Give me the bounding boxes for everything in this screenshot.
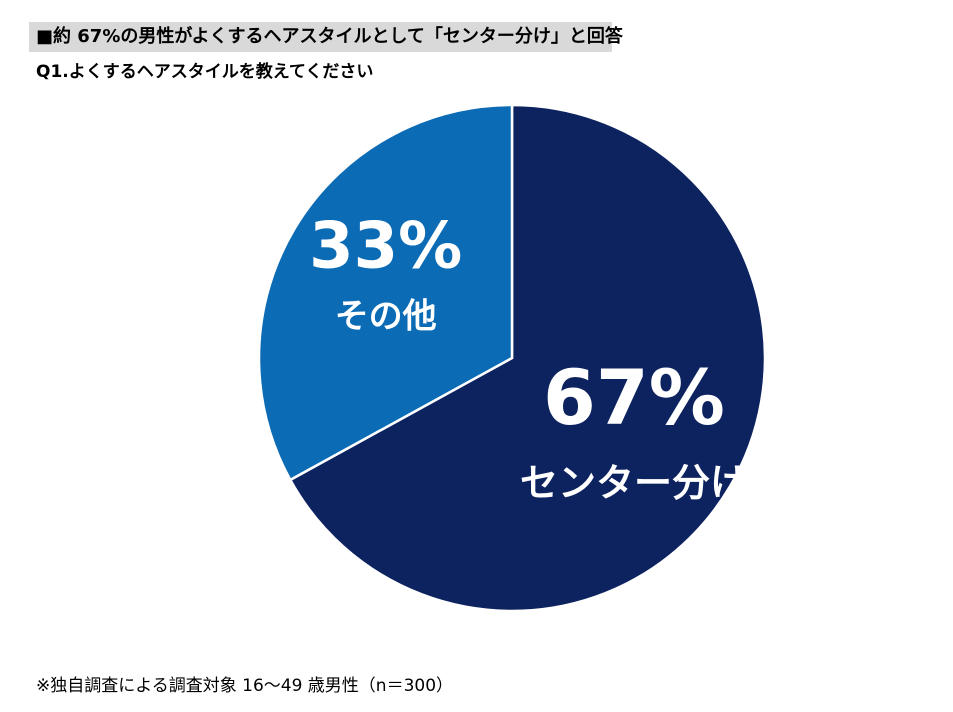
pie-slice-2	[257, 103, 514, 482]
slice-value-label-2: 33%	[309, 209, 462, 283]
footnote: ※独自調査による調査対象 16～49 歳男性（n＝300）	[36, 676, 454, 696]
slice-category-label-2: その他	[335, 296, 437, 336]
slice-value-label-1: 67%	[543, 353, 725, 442]
headline: ■約 67%の男性がよくするヘアスタイルとして「センター分け」と回答	[36, 26, 623, 47]
headline-bar	[29, 22, 612, 52]
slice-category-label-1: センター分け	[520, 461, 748, 505]
pie-slice-1	[288, 103, 767, 613]
question-text: Q1.よくするヘアスタイルを教えてください	[36, 62, 374, 82]
